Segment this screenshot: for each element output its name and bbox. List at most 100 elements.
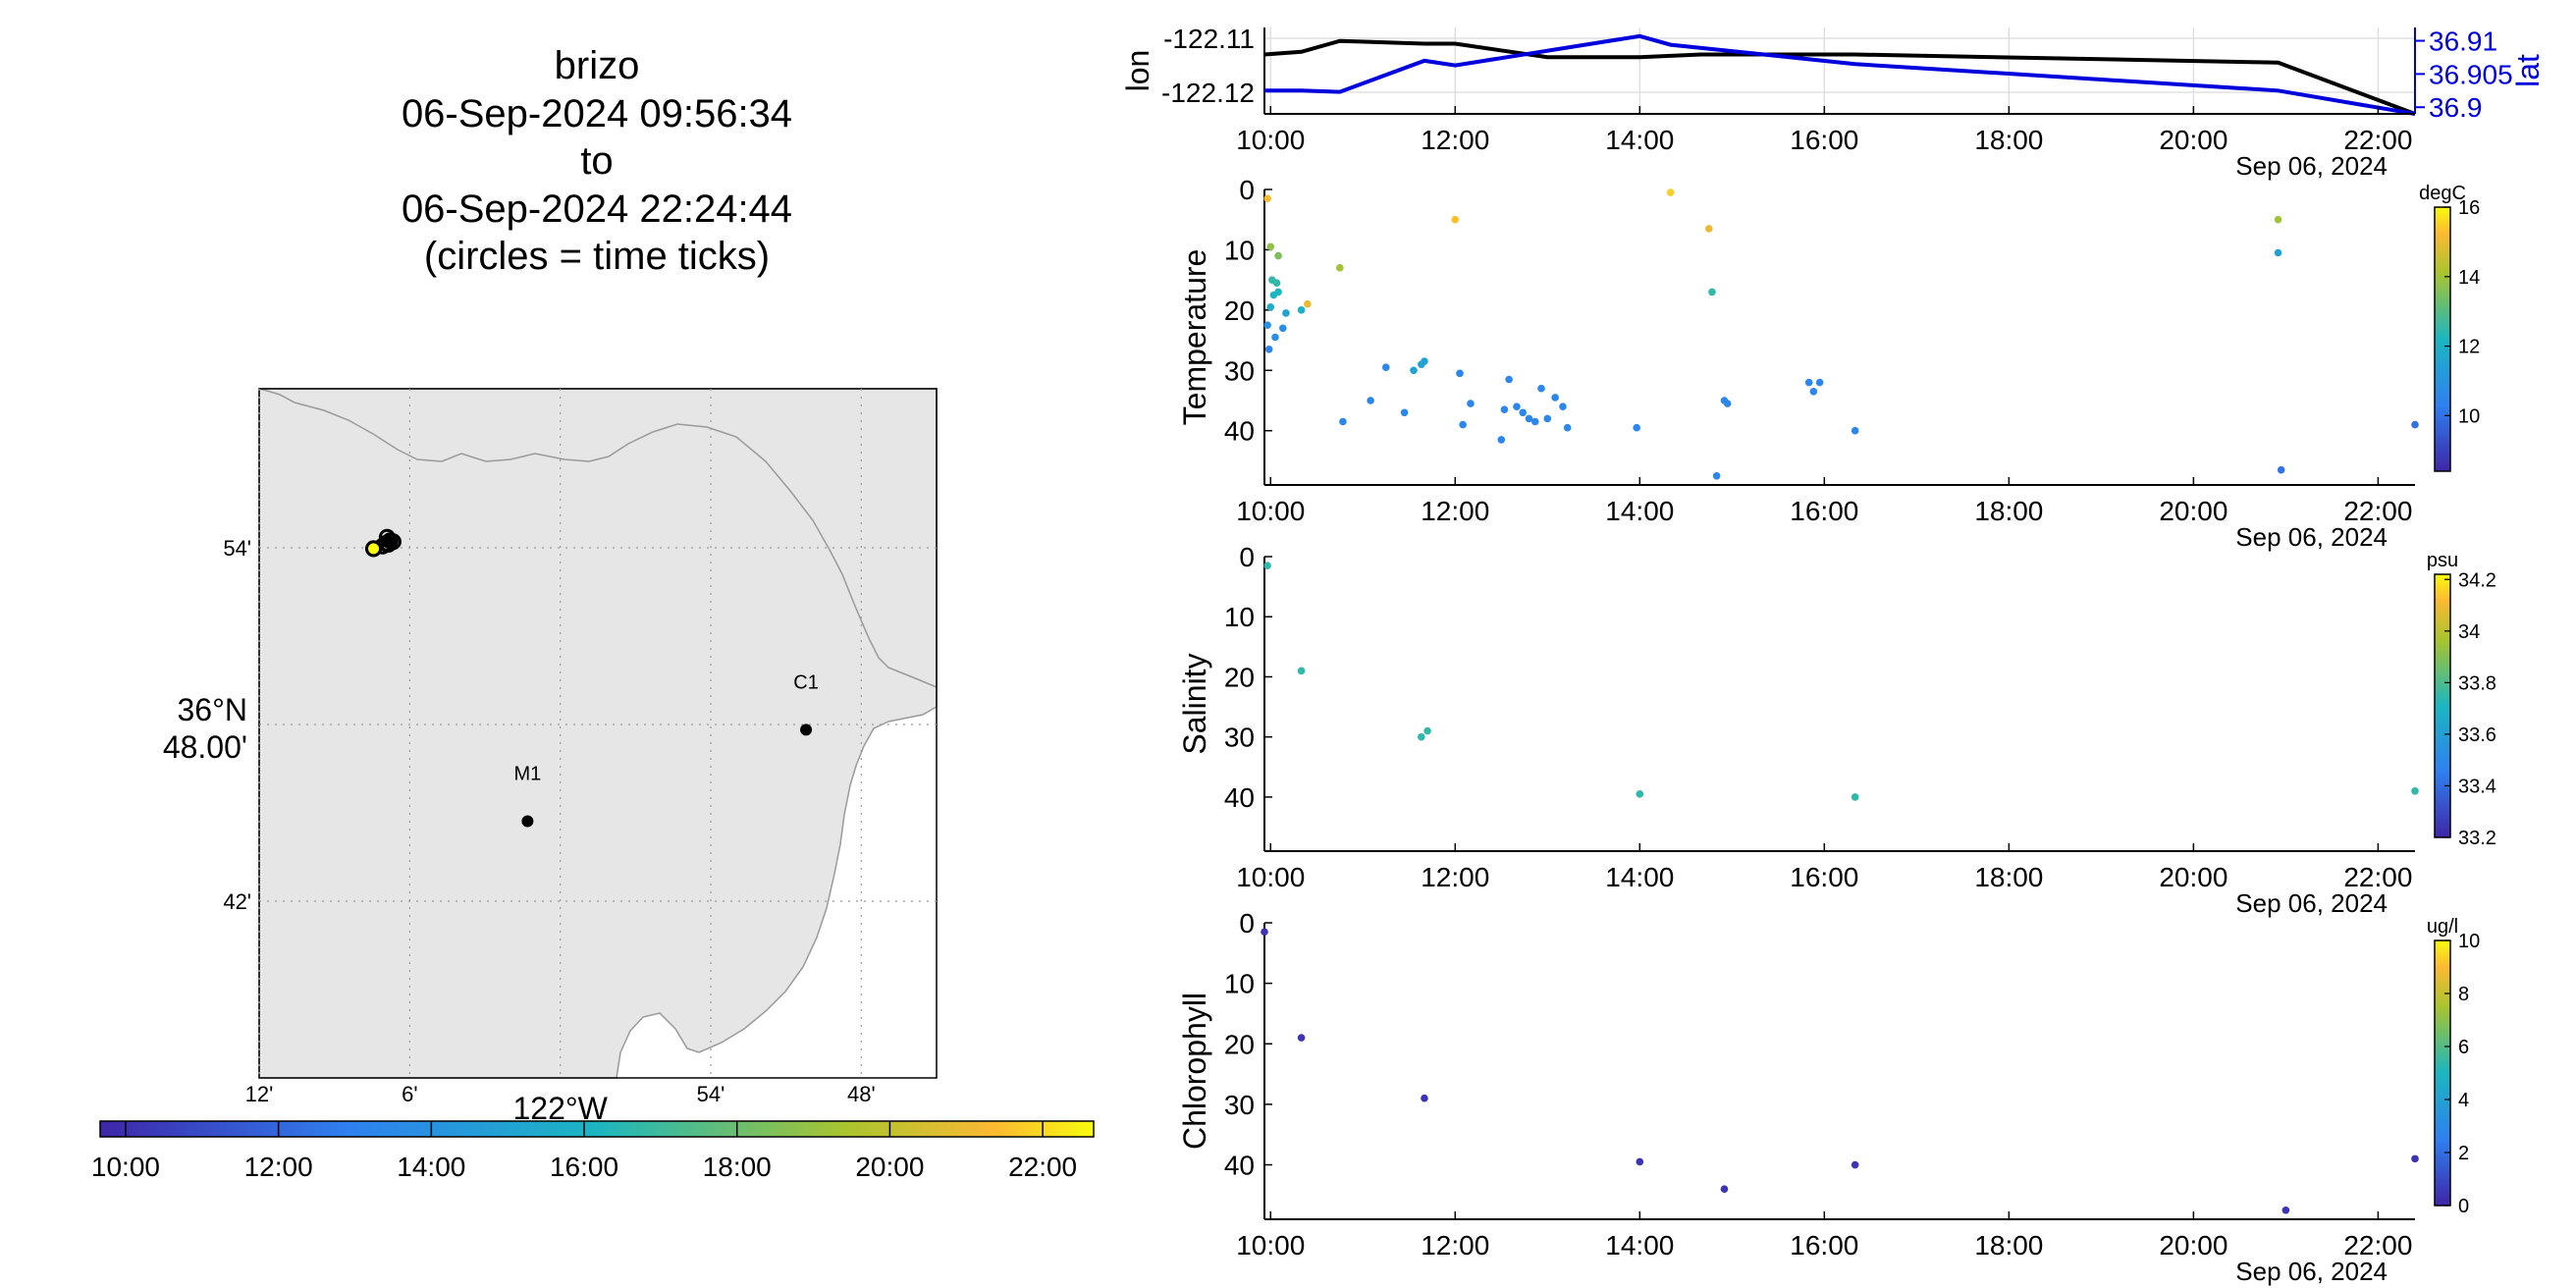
temperature-point-18 <box>1381 363 1390 372</box>
chlorophyll-point-4 <box>1720 1185 1729 1193</box>
chlorophyll-point-6 <box>2281 1206 2290 1214</box>
x-tick-label-1-4: 18:00 <box>1974 496 2043 526</box>
temperature-point-10 <box>1304 299 1312 308</box>
temperature-colorbar-tick-2: 12 <box>2458 337 2480 358</box>
map-tick-labels: 54' 36°N48.00' 42' 12' 6' 122°W 54' 48' <box>163 536 876 1126</box>
temperature-point-53 <box>2411 420 2419 429</box>
x-tick-label-2-6: 22:00 <box>2343 862 2412 892</box>
title-line-1: brizo <box>555 44 640 87</box>
chart-salinity: 0 10 20 30 40 Salinity 10:00 12:00 14:00 16:00 18:… <box>1177 542 2496 918</box>
time-colorbar-tick-3: 16:00 <box>550 1152 618 1182</box>
temperature-y-tick-label-2: 20 <box>1224 295 1255 326</box>
temperature-point-34 <box>1537 384 1545 393</box>
chlorophyll-point-3 <box>1636 1157 1644 1166</box>
temperature-point-13 <box>1271 333 1279 342</box>
time-colorbar-ticks: 10:00 12:00 14:00 16:00 18:00 20:00 22:00 <box>91 1121 1077 1182</box>
chlorophyll-point-0 <box>1261 928 1268 937</box>
x-tick-label-0-4: 18:00 <box>1974 125 2043 155</box>
temperature-point-1 <box>1266 242 1275 251</box>
lat-tick-label-2: 36.9 <box>2429 92 2483 123</box>
temperature-point-47 <box>1809 387 1818 396</box>
x-tick-label-1-3: 16:00 <box>1790 496 1858 526</box>
x-tick-label-3-5: 20:00 <box>2159 1230 2227 1261</box>
map-lat-label-1-minutes: 48.00' <box>163 729 247 765</box>
salinity-point-4 <box>1636 790 1644 798</box>
position-plot-area <box>1264 27 2415 114</box>
x-tick-label-2-3: 16:00 <box>1790 862 1858 892</box>
chlorophyll-axis-label: Chlorophyll <box>1177 993 1212 1150</box>
temperature-point-15 <box>1335 264 1344 272</box>
temperature-point-11 <box>1263 321 1271 330</box>
time-colorbar-gradient <box>99 1120 1095 1138</box>
chlorophyll-colorbar-tick-2: 6 <box>2458 1037 2469 1058</box>
title-line-2: 06-Sep-2024 09:56:34 <box>402 92 792 135</box>
x-tick-label-3-2: 14:00 <box>1605 1230 1674 1261</box>
salinity-y-tick-label-1: 10 <box>1224 602 1255 632</box>
temperature-colorbar <box>2434 206 2451 472</box>
temperature-point-16 <box>1339 417 1347 426</box>
map-lon-label-3: 54' <box>697 1082 725 1106</box>
temperature-point-33 <box>1530 417 1539 426</box>
salinity-point-3 <box>1423 726 1431 735</box>
temperature-point-17 <box>1367 397 1374 404</box>
lat-axis-label: lat <box>2510 54 2546 87</box>
track-end-marker <box>365 540 383 558</box>
temperature-point-8 <box>1297 306 1306 314</box>
map-lon-label-1: 6' <box>402 1082 417 1106</box>
salinity-colorbar-tick-3: 33.6 <box>2458 724 2496 746</box>
temperature-point-22 <box>1421 357 1428 365</box>
land-north <box>258 388 938 689</box>
salinity-point-5 <box>1851 793 1859 801</box>
temperature-point-2 <box>1274 251 1282 260</box>
temperature-point-36 <box>1551 394 1559 402</box>
temperature-point-42 <box>1708 288 1716 296</box>
station-marker-m1 <box>521 815 534 828</box>
lon-tick-label-1: -122.12 <box>1161 78 1255 108</box>
temperature-colorbar-tick-1: 14 <box>2458 267 2480 289</box>
chlorophyll-y-tick-label-3: 30 <box>1224 1090 1255 1120</box>
x-tick-label-1-5: 20:00 <box>2159 496 2227 526</box>
lon-axis-label: lon <box>1120 50 1155 92</box>
temperature-point-50 <box>2274 215 2282 224</box>
lat-tick-label-0: 36.91 <box>2429 27 2497 57</box>
title-line-3: to <box>580 139 613 183</box>
figure-title: brizo 06-Sep-2024 09:56:34 to 06-Sep-202… <box>402 44 792 278</box>
chlorophyll-colorbar <box>2434 939 2451 1207</box>
salinity-colorbar-tick-0: 34.2 <box>2458 569 2496 591</box>
chlorophyll-colorbar-tick-3: 4 <box>2458 1090 2469 1111</box>
salinity-colorbar-tick-2: 33.8 <box>2458 672 2496 694</box>
temperature-y-tick-label-4: 40 <box>1224 416 1255 447</box>
salinity-plot-area <box>1264 557 2415 851</box>
map-frame <box>258 388 938 1079</box>
temperature-point-30 <box>1513 402 1521 410</box>
x-tick-label-2-1: 12:00 <box>1421 862 1489 892</box>
station-marker-c1 <box>800 724 813 736</box>
temperature-axis-label: Temperature <box>1177 249 1212 426</box>
temperature-point-46 <box>1804 378 1813 387</box>
x-date-label-1: Sep 06, 2024 <box>2235 522 2388 552</box>
x-tick-label-0-2: 14:00 <box>1605 125 1674 155</box>
x-tick-label-2-2: 14:00 <box>1605 862 1674 892</box>
lon-tick-label-0: -122.11 <box>1163 24 1255 54</box>
x-tick-label-0-5: 20:00 <box>2159 125 2227 155</box>
temperature-point-48 <box>1815 378 1824 387</box>
x-tick-label-3-1: 12:00 <box>1421 1230 1489 1261</box>
salinity-colorbar-tick-1: 34 <box>2458 621 2480 643</box>
salinity-colorbar-tick-4: 33.4 <box>2458 776 2496 797</box>
temperature-point-38 <box>1563 423 1572 432</box>
time-colorbar-tick-2: 14:00 <box>397 1152 465 1182</box>
chlorophyll-y-tick-label-4: 40 <box>1224 1151 1255 1181</box>
temperature-point-43 <box>1712 471 1721 480</box>
map-lon-label-4: 48' <box>847 1082 876 1106</box>
temperature-point-20 <box>1410 366 1418 375</box>
x-tick-label-2-0: 10:00 <box>1236 862 1305 892</box>
salinity-y-tick-label-4: 40 <box>1224 782 1255 813</box>
chlorophyll-plot-area <box>1264 923 2415 1219</box>
salinity-y-tick-label-3: 30 <box>1224 723 1255 753</box>
x-date-label-0: Sep 06, 2024 <box>2235 151 2388 181</box>
temperature-plot-area <box>1264 189 2415 485</box>
x-tick-label-1-1: 12:00 <box>1421 496 1489 526</box>
map-lat-label-2: 42' <box>223 889 251 914</box>
